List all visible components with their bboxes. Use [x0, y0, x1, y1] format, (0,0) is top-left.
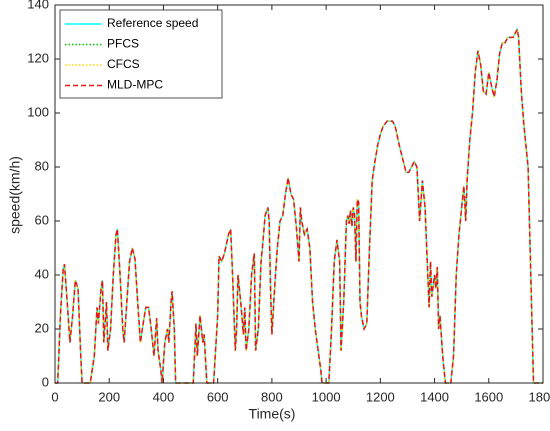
y-axis-label: speed(km/h): [7, 156, 23, 234]
series-line: [55, 26, 543, 384]
y-tick-label: 120: [27, 50, 49, 65]
x-tick-label: 1400: [420, 389, 449, 404]
legend: Reference speed PFCS CFCS MLD-MPC: [59, 9, 223, 99]
y-tick-label: 60: [35, 212, 49, 227]
x-tick-label: 1600: [474, 389, 503, 404]
series-line: [55, 26, 543, 384]
x-tick-label: 600: [207, 389, 229, 404]
y-tick-label: 80: [35, 158, 49, 173]
legend-label: CFCS: [107, 57, 140, 71]
y-tick-label: 100: [27, 104, 49, 119]
x-axis-label: Time(s): [249, 406, 296, 422]
legend-label: Reference speed: [107, 16, 198, 30]
x-tick-label: 400: [153, 389, 175, 404]
x-tick-label: 1000: [312, 389, 341, 404]
legend-label: PFCS: [107, 37, 139, 51]
y-tick-label: 40: [35, 266, 49, 281]
x-tick-label: 0: [51, 389, 58, 404]
legend-label: MLD-MPC: [107, 78, 163, 92]
y-tick-label: 0: [42, 374, 49, 389]
plot-frame: [54, 4, 544, 384]
x-tick-label: 200: [98, 389, 120, 404]
y-tick-label: 20: [35, 320, 49, 335]
x-tick-label: 800: [261, 389, 283, 404]
y-tick-label: 140: [27, 0, 49, 11]
x-tick-label: 1200: [366, 389, 395, 404]
